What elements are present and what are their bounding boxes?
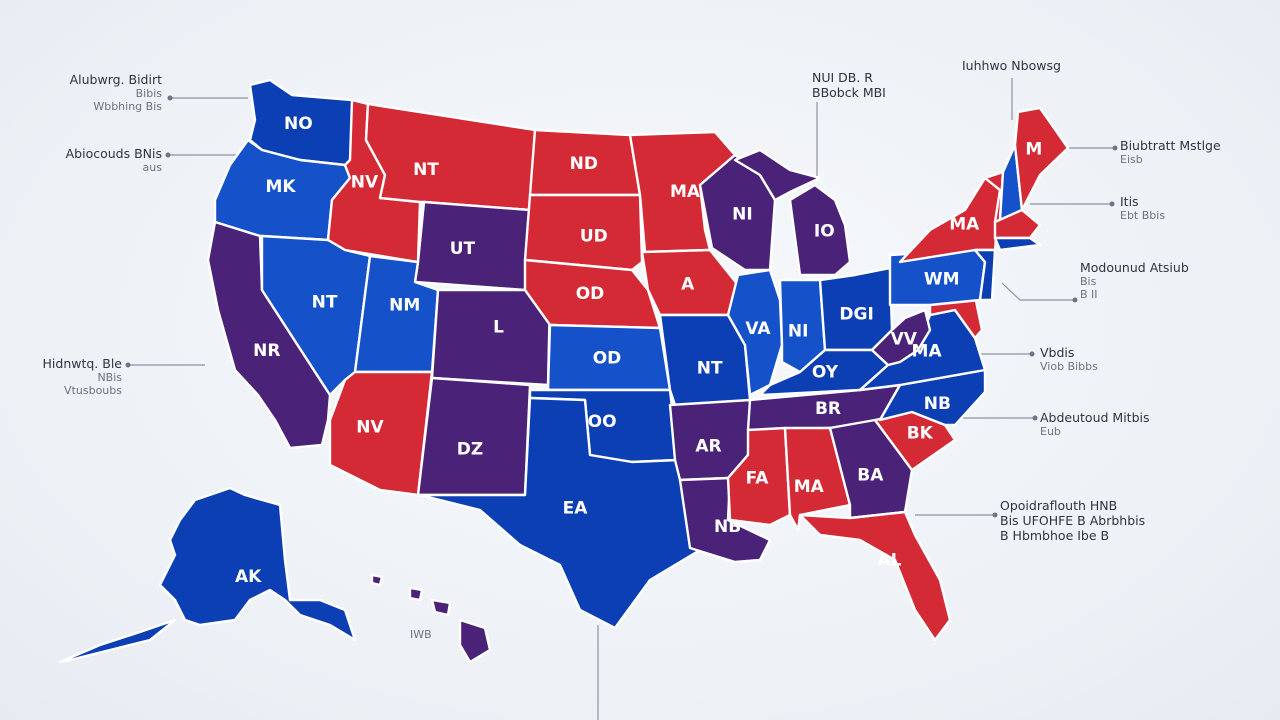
annotation-title: Hidnwtq. Ble [42,356,122,371]
annotation-detail: B II [1080,288,1098,302]
annotation-hawaii-tag: IWB [410,628,432,641]
annotation-subtitle: aus [142,161,162,174]
state-ak[interactable] [158,486,357,642]
annotation-right-4: Vbdis Viob Bibbs [1040,345,1098,373]
annotation-title: Vbdis [1040,345,1075,360]
state-oh[interactable] [818,266,894,352]
annotation-right-5: Abdeutoud Mitbis Eub [1040,410,1150,438]
leader-dot [165,152,171,158]
leader-lines [125,78,1118,720]
annotation-subtitle: Viob Bibbs [1040,360,1098,373]
state-sd[interactable] [523,193,644,272]
state-wv[interactable] [870,308,932,367]
state-nd[interactable] [528,128,642,197]
states-layer [58,78,1070,664]
state-mi-upper[interactable] [733,148,822,202]
state-wy[interactable] [413,200,532,292]
annotation-right-6: Opoidraflouth HNB Bis UFOHFE B Abrbhbis … [1000,498,1145,543]
annotation-detail: B Hbmbhoe Ibe B [1000,528,1110,543]
annotation-right-1: Biubtratt Mstlge Eisb [1120,138,1221,166]
state-mn[interactable] [628,130,737,254]
state-hi[interactable] [458,618,492,664]
leader-dot [1032,415,1038,421]
state-me[interactable] [1013,106,1070,212]
annotation-top-center: NUI DB. R BBobck MBI [812,70,886,100]
annotation-detail: Wbbhing Bis [93,100,162,114]
annotation-title: Abdeutoud Mitbis [1040,410,1150,425]
state-nm[interactable] [416,376,532,497]
annotation-title: Opoidraflouth HNB [1000,498,1118,513]
state-fl[interactable] [798,510,952,642]
state-nj[interactable] [973,248,997,302]
annotation-subtitle: Bis [1080,275,1097,288]
annotation-right-2: Itis Ebt Bbis [1120,194,1165,222]
annotation-left-mid: Abiocouds BNis aus [40,146,162,174]
state-tx[interactable] [418,396,702,630]
annotation-title: NUI DB. R [812,70,873,85]
annotation-left-lower: Hidnwtq. Ble NBis Vtusboubs [10,356,122,397]
annotation-top-left: Alubwrg. Bidirt Bibis Wbbhing Bis [40,72,162,113]
annotation-subtitle: NBis [97,371,122,384]
state-mi[interactable] [788,183,852,277]
annotation-right-3: Modounud Atsiub Bis B II [1080,260,1189,301]
leader-dot [1072,297,1078,303]
annotation-top-right: Iuhhwo Nbowsg [962,58,1061,73]
state-ia[interactable] [640,248,740,317]
state-ct[interactable] [993,236,1042,252]
annotation-title: Biubtratt Mstlge [1120,138,1221,153]
annotation-title: IWB [410,628,432,641]
annotation-title: Modounud Atsiub [1080,260,1189,275]
leader-dot [125,362,131,368]
state-co[interactable] [430,288,552,387]
leader-dot [1109,201,1115,207]
state-ma[interactable] [993,208,1042,240]
state-az[interactable] [328,370,434,497]
leader-dot [1029,351,1035,357]
leader-dot [1112,145,1118,151]
annotation-subtitle: Ebt Bbis [1120,209,1166,222]
annotation-subtitle: BBobck MBI [812,85,886,100]
annotation-title: Alubwrg. Bidirt [69,72,162,87]
state-ak-aleutian[interactable] [58,618,177,664]
leader-dot [992,512,998,518]
state-ne[interactable] [523,258,662,330]
annotation-subtitle: Bis UFOHFE B Abrbhbis [1000,513,1146,528]
leader-line-right-3 [1001,282,1075,301]
annotation-subtitle: Bibis [135,87,162,100]
annotation-title: Abiocouds BNis [65,146,162,161]
state-mt[interactable] [364,102,537,212]
annotation-title: Itis [1120,194,1139,209]
annotation-subtitle: Eisb [1120,153,1143,166]
state-hi-island[interactable] [408,586,424,602]
annotation-title: Iuhhwo Nbowsg [962,58,1061,73]
state-hi-island[interactable] [430,598,452,617]
annotation-subtitle: Eub [1040,425,1061,438]
leader-dot [167,95,173,101]
state-ks[interactable] [546,323,672,392]
annotation-detail: Vtusboubs [64,384,122,398]
state-hi-island[interactable] [370,573,384,587]
